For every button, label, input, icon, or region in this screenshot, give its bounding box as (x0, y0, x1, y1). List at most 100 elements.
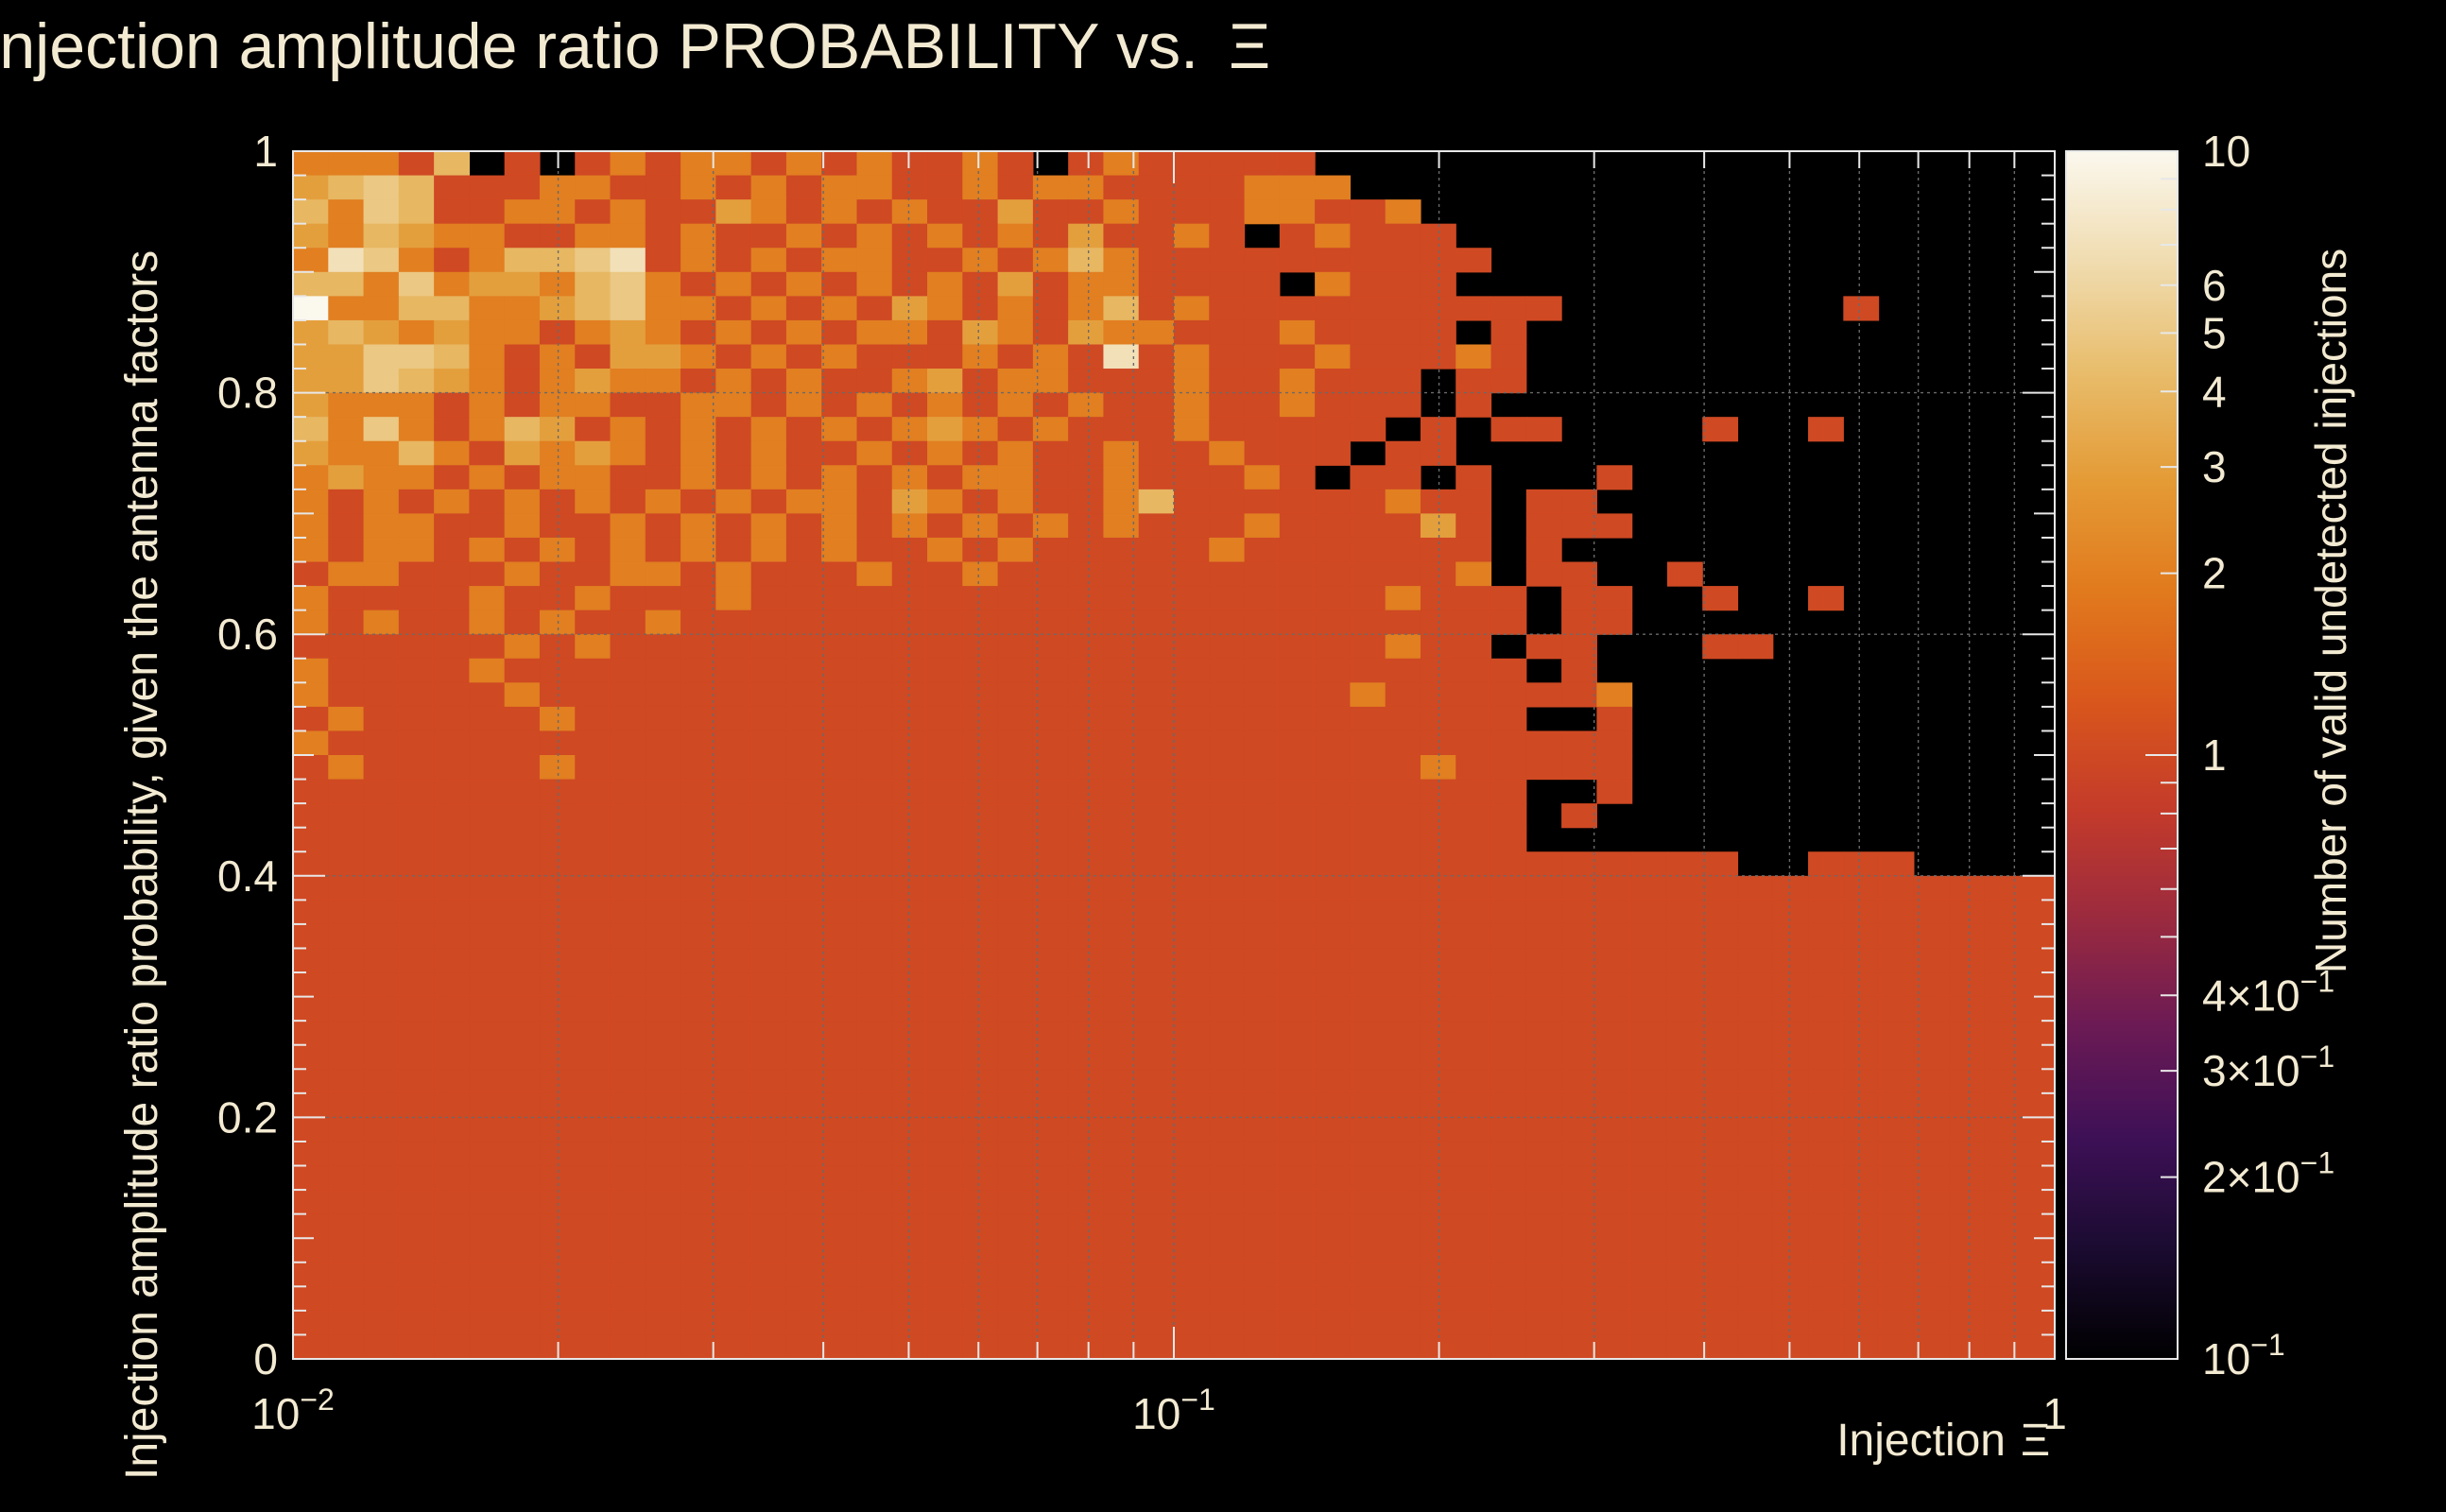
heatmap-cell (1138, 513, 1175, 539)
heatmap-cell (1350, 586, 1387, 611)
heatmap-cell (363, 1286, 400, 1312)
heatmap-cell (1068, 561, 1105, 587)
heatmap-cell (1561, 875, 1597, 901)
heatmap-cell (1209, 900, 1246, 925)
heatmap-cell (997, 1190, 1034, 1215)
heatmap-cell (504, 344, 541, 369)
heatmap-cell (293, 658, 329, 683)
heatmap-cell (1032, 1069, 1069, 1094)
heatmap-cell (575, 537, 612, 563)
heatmap-cell (750, 199, 787, 225)
heatmap-cell (1244, 1044, 1281, 1070)
heatmap-cell (504, 513, 541, 539)
heatmap-cell (1808, 1141, 1844, 1167)
heatmap-cell (1385, 875, 1421, 901)
heatmap-cell (1666, 1310, 1703, 1336)
heatmap-cell (293, 900, 329, 925)
heatmap-cell (1315, 1044, 1351, 1070)
heatmap-cell (1068, 319, 1105, 346)
heatmap-cell (1279, 199, 1316, 225)
heatmap-cell (750, 271, 787, 297)
heatmap-cell (962, 199, 999, 225)
heatmap-cell (1385, 755, 1421, 781)
heatmap-cell (1068, 682, 1105, 708)
heatmap-cell (750, 465, 787, 490)
heatmap-cell (891, 706, 928, 732)
heatmap-cell (1209, 223, 1246, 249)
heatmap-cell (1702, 1044, 1739, 1070)
heatmap-cell (363, 175, 400, 200)
heatmap-cell (1315, 972, 1351, 998)
heatmap-cell (610, 948, 646, 973)
heatmap-cell (750, 151, 787, 177)
heatmap-cell (1878, 972, 1915, 998)
y-tick-label: 0.8 (217, 369, 278, 418)
heatmap-cell (750, 175, 787, 200)
heatmap-cell (715, 271, 752, 297)
heatmap-cell (1068, 1310, 1105, 1336)
heatmap-cell (821, 537, 858, 563)
heatmap-cell (1174, 803, 1210, 829)
heatmap-cell (785, 875, 822, 901)
heatmap-cell (575, 344, 612, 369)
heatmap-cell (1737, 1334, 1774, 1360)
heatmap-cell (1490, 586, 1527, 611)
heatmap-cell (469, 755, 506, 781)
heatmap-cell (1561, 1092, 1597, 1118)
heatmap-cell (575, 392, 612, 418)
heatmap-cell (856, 223, 893, 249)
heatmap-cell (1385, 1238, 1421, 1263)
heatmap-cell (1315, 875, 1351, 901)
heatmap-cell (1174, 779, 1210, 804)
heatmap-cell (962, 561, 999, 587)
heatmap-cell (1138, 851, 1175, 877)
heatmap-cell (1174, 1021, 1210, 1046)
heatmap-cell (610, 561, 646, 587)
heatmap-cell (293, 1044, 329, 1070)
heatmap-cell (293, 779, 329, 804)
colorbar-tick-label: 10 (2202, 127, 2250, 176)
heatmap-cell (1244, 610, 1281, 635)
heatmap-cell (398, 271, 435, 297)
heatmap-cell (1174, 900, 1210, 925)
heatmap-cell (1808, 1092, 1844, 1118)
heatmap-cell (1350, 296, 1387, 321)
heatmap-cell (1596, 682, 1633, 708)
heatmap-cell (1385, 271, 1421, 297)
heatmap-cell (1244, 755, 1281, 781)
heatmap-cell (328, 440, 365, 466)
heatmap-cell (997, 1286, 1034, 1312)
heatmap-cell (1068, 248, 1105, 273)
heatmap-cell (1385, 489, 1421, 514)
heatmap-cell (1315, 586, 1351, 611)
heatmap-cell (1385, 586, 1421, 611)
heatmap-cell (504, 392, 541, 418)
heatmap-cell (1596, 948, 1633, 973)
heatmap-cell (1315, 296, 1351, 321)
heatmap-cell (1138, 561, 1175, 587)
heatmap-cell (504, 1117, 541, 1143)
heatmap-cell (398, 1069, 435, 1094)
heatmap-cell (434, 440, 470, 466)
heatmap-cell (398, 248, 435, 273)
heatmap-cell (821, 730, 858, 756)
heatmap-cell (1666, 900, 1703, 925)
heatmap-cell (1244, 827, 1281, 852)
heatmap-cell (1279, 972, 1316, 998)
heatmap-cell (680, 610, 716, 635)
heatmap-cell (575, 634, 612, 660)
heatmap-cell (821, 1310, 858, 1336)
heatmap-cell (1068, 586, 1105, 611)
heatmap-cell (680, 900, 716, 925)
heatmap-cell (1174, 296, 1210, 321)
heatmap-cell (1456, 1213, 1492, 1239)
heatmap-cell (891, 1141, 928, 1167)
heatmap-cell (610, 319, 646, 346)
heatmap-cell (1279, 1286, 1316, 1312)
heatmap-cell (398, 344, 435, 369)
heatmap-cell (293, 682, 329, 708)
heatmap-cell (1666, 1117, 1703, 1143)
heatmap-cell (575, 875, 612, 901)
heatmap-cell (575, 972, 612, 998)
heatmap-cell (715, 755, 752, 781)
